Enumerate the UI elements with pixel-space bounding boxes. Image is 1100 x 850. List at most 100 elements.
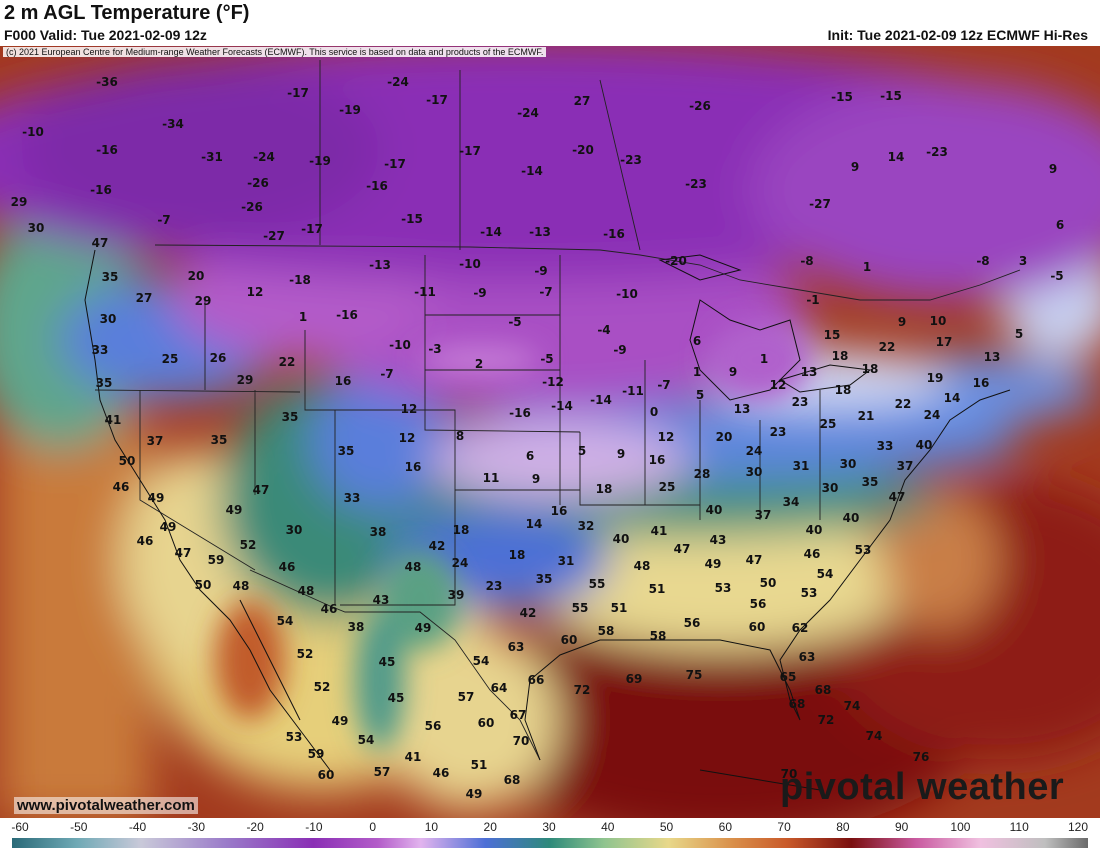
temperature-label: 48 <box>233 579 250 593</box>
temperature-label: 30 <box>840 457 857 471</box>
temperature-label: 54 <box>277 614 294 628</box>
temperature-map: -36 -10 -16 -34 -17 -24 -19 -17 27 -24 -26 -15 -15 -3… <box>0 46 1100 818</box>
temperature-label: 37 <box>147 434 164 448</box>
temperature-label: 30 <box>286 523 303 537</box>
colorbar-tick-label: 60 <box>718 820 733 834</box>
temperature-label: 66 <box>528 673 545 687</box>
temperature-label: -10 <box>459 257 481 271</box>
temperature-label: 35 <box>282 410 299 424</box>
temperature-label: 45 <box>388 691 405 705</box>
temperature-label: 50 <box>195 578 212 592</box>
temperature-label: 37 <box>897 459 914 473</box>
temperature-label: 1 <box>693 365 701 379</box>
temperature-label: 63 <box>508 640 525 654</box>
temperature-label: -5 <box>1050 269 1063 283</box>
temperature-label: -24 <box>253 150 275 164</box>
website-link[interactable]: www.pivotalweather.com <box>14 797 198 814</box>
temperature-label: 20 <box>188 269 205 283</box>
temperature-label: 9 <box>729 365 737 379</box>
temperature-label: -23 <box>926 145 948 159</box>
temperature-label: 35 <box>536 572 553 586</box>
temperature-label: 30 <box>28 221 45 235</box>
temperature-label: 27 <box>136 291 153 305</box>
temperature-label: -15 <box>401 212 423 226</box>
temperature-label: 47 <box>889 490 906 504</box>
temperature-label: -11 <box>622 384 644 398</box>
temperature-label: 46 <box>113 480 130 494</box>
temperature-label: 57 <box>374 765 391 779</box>
colorbar-tick-label: -20 <box>246 820 264 834</box>
temperature-label: 53 <box>286 730 303 744</box>
temperature-label: 51 <box>611 601 628 615</box>
temperature-label: 41 <box>105 413 122 427</box>
temperature-label: 12 <box>247 285 264 299</box>
temperature-label: 9 <box>532 472 540 486</box>
temperature-label: 68 <box>504 773 521 787</box>
temperature-label: 18 <box>596 482 613 496</box>
temperature-label: 18 <box>832 349 849 363</box>
temperature-label: 15 <box>824 328 841 342</box>
copyright-notice: (c) 2021 European Centre for Medium-rang… <box>3 47 547 57</box>
temperature-label: -16 <box>509 406 531 420</box>
temperature-label: -15 <box>831 90 853 104</box>
temperature-shading <box>0 46 1100 818</box>
temperature-label: -9 <box>613 343 626 357</box>
temperature-label: -23 <box>620 153 642 167</box>
temperature-label: 16 <box>551 504 568 518</box>
temperature-label: -16 <box>90 183 112 197</box>
temperature-label: 18 <box>835 383 852 397</box>
temperature-colorbar: -60 -50 -40 -30 -20 -10 0 10 20 30 40 50 60 70 80 90 100… <box>0 818 1100 850</box>
temperature-label: 16 <box>649 453 666 467</box>
temperature-label: 57 <box>458 690 475 704</box>
temperature-label: -16 <box>603 227 625 241</box>
colorbar-strip <box>12 838 1088 848</box>
temperature-label: -1 <box>806 293 819 307</box>
temperature-label: 9 <box>617 447 625 461</box>
temperature-label: 52 <box>240 538 257 552</box>
temperature-label: 49 <box>332 714 349 728</box>
temperature-label: -20 <box>572 143 594 157</box>
temperature-label: 40 <box>843 511 860 525</box>
temperature-label: -19 <box>309 154 331 168</box>
temperature-label: 12 <box>401 402 418 416</box>
temperature-label: 40 <box>916 438 933 452</box>
map-header: 2 m AGL Temperature (°F) F000 Valid: Tue… <box>0 0 1100 46</box>
temperature-label: 48 <box>634 559 651 573</box>
temperature-label: 51 <box>649 582 666 596</box>
temperature-label: -8 <box>976 254 989 268</box>
temperature-label: 49 <box>705 557 722 571</box>
temperature-label: 60 <box>478 716 495 730</box>
temperature-label: 47 <box>674 542 691 556</box>
temperature-label: -34 <box>162 117 184 131</box>
temperature-label: 11 <box>483 471 500 485</box>
temperature-label: 22 <box>879 340 896 354</box>
temperature-label: 53 <box>715 581 732 595</box>
temperature-label: -14 <box>551 399 573 413</box>
temperature-label: 5 <box>696 388 704 402</box>
colorbar-tick-label: 50 <box>659 820 674 834</box>
temperature-label: 43 <box>373 593 390 607</box>
temperature-label: 13 <box>801 365 818 379</box>
temperature-label: 40 <box>706 503 723 517</box>
temperature-label: 46 <box>433 766 450 780</box>
temperature-label: 49 <box>466 787 483 801</box>
temperature-label: -7 <box>657 378 670 392</box>
temperature-label: 34 <box>783 495 800 509</box>
temperature-label: -5 <box>540 352 553 366</box>
temperature-label: 75 <box>686 668 703 682</box>
temperature-label: 48 <box>298 584 315 598</box>
colorbar-tick-label: 30 <box>542 820 556 834</box>
temperature-label: 49 <box>160 520 177 534</box>
temperature-label: 2 <box>475 357 483 371</box>
temperature-label: 17 <box>936 335 953 349</box>
temperature-label: 69 <box>626 672 643 686</box>
temperature-label: -14 <box>590 393 612 407</box>
colorbar-tick-label: -40 <box>128 820 147 834</box>
temperature-label: -36 <box>96 75 118 89</box>
temperature-label: 9 <box>851 160 859 174</box>
temperature-label: -10 <box>389 338 411 352</box>
temperature-label: 19 <box>927 371 944 385</box>
temperature-label: -19 <box>339 103 361 117</box>
temperature-label: 3 <box>1019 254 1027 268</box>
temperature-label: 58 <box>650 629 667 643</box>
